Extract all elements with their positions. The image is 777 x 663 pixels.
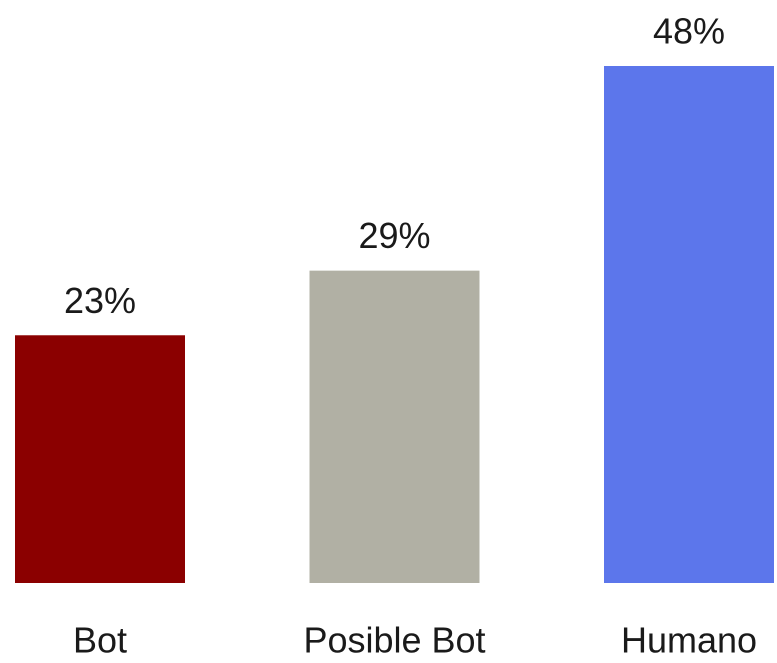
bar (309, 270, 480, 583)
bar (15, 335, 185, 583)
x-tick-label: Humano (621, 620, 757, 661)
value-label: 29% (358, 215, 430, 256)
value-label: 23% (64, 280, 136, 321)
bar (604, 66, 774, 583)
x-tick-label: Posible Bot (303, 620, 485, 661)
x-tick-label: Bot (73, 620, 127, 661)
value-label: 48% (653, 11, 725, 52)
